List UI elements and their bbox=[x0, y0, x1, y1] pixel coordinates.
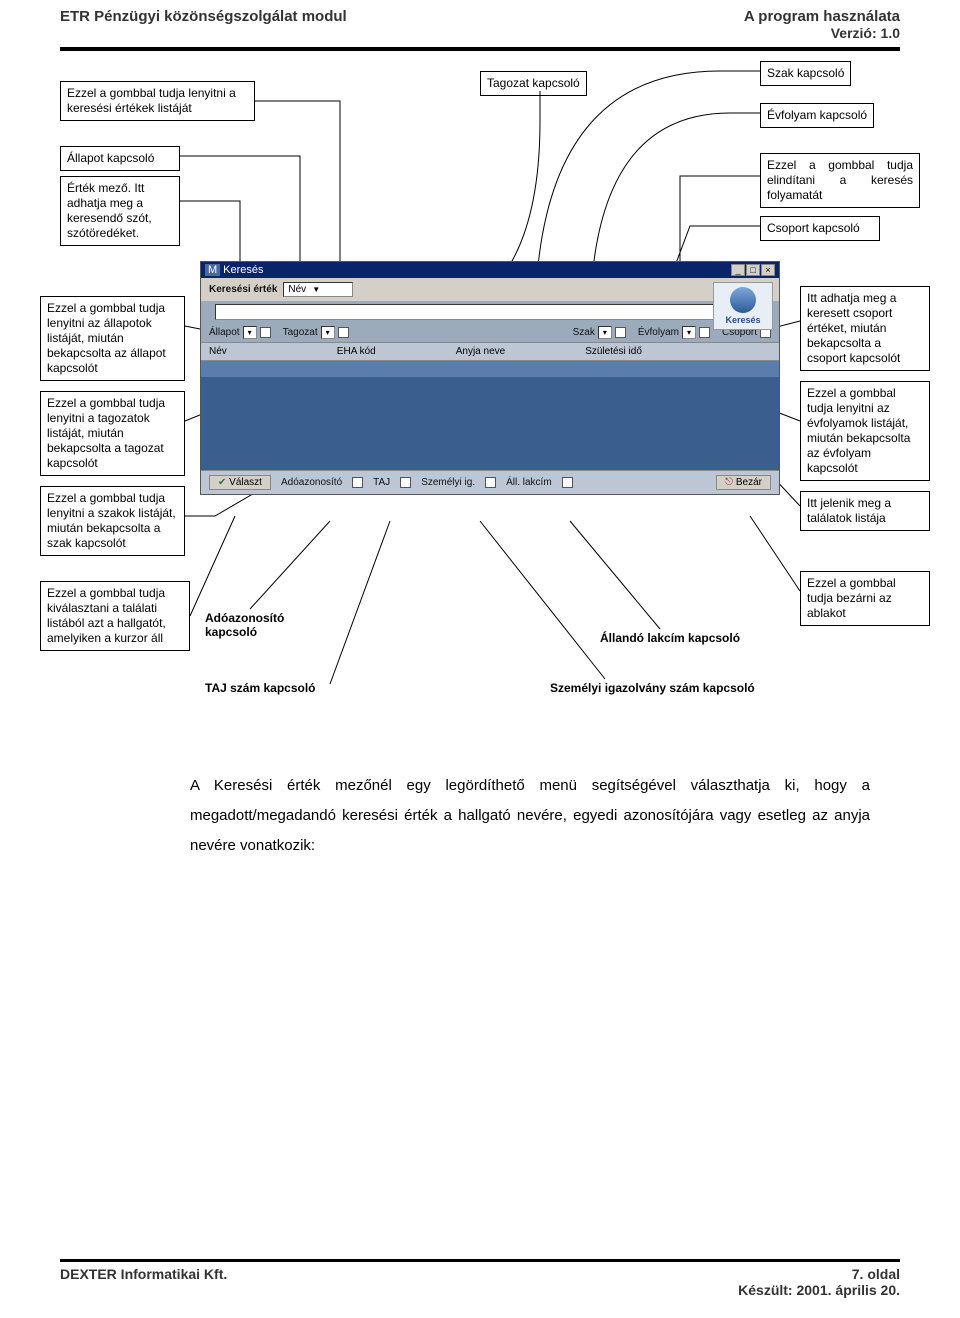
body-paragraph: A Keresési érték mezőnél egy legördíthet… bbox=[190, 771, 870, 861]
callout-csoport-ertek: Itt adhatja meg a keresett csoport érték… bbox=[800, 286, 930, 371]
footer-date: Készült: 2001. április 20. bbox=[738, 1282, 900, 1298]
szemelyi-checkbox[interactable] bbox=[485, 477, 496, 488]
bezar-button[interactable]: ⎋ Bezár bbox=[716, 475, 771, 490]
results-table-header: Név EHA kód Anyja neve Születési idő bbox=[201, 342, 779, 361]
search-value-dropdown[interactable]: Név ▼ bbox=[283, 282, 353, 297]
callout-ertekek-list: Ezzel a gombbal tudja lenyitni a keresés… bbox=[60, 81, 255, 121]
callout-szakok-list: Ezzel a gombbal tudja lenyitni a szakok … bbox=[40, 486, 185, 556]
callout-tagozat: Tagozat kapcsoló bbox=[480, 71, 587, 96]
allapot-dropdown[interactable]: ▾ bbox=[243, 326, 257, 339]
tagozat-checkbox[interactable] bbox=[338, 327, 349, 338]
search-window: MKeresés _ □ × Keresési érték Név ▼ Kere… bbox=[200, 261, 780, 495]
col-eha: EHA kód bbox=[337, 346, 376, 357]
chevron-down-icon: ▼ bbox=[312, 285, 320, 294]
minimize-icon[interactable]: _ bbox=[731, 264, 745, 276]
callout-allapotok-list: Ezzel a gombbal tudja lenyitni az állapo… bbox=[40, 296, 185, 381]
search-value-row: Keresési érték Név ▼ bbox=[201, 278, 779, 301]
callout-talalatok: Itt jelenik meg a találatok listája bbox=[800, 491, 930, 531]
window-title: MKeresés bbox=[205, 264, 264, 276]
kereses-logo: Keresés bbox=[713, 282, 773, 330]
lakcim-checkbox[interactable] bbox=[562, 477, 573, 488]
footer-page: 7. oldal bbox=[738, 1266, 900, 1282]
label-taj: TAJ szám kapcsoló bbox=[205, 681, 315, 695]
allapot-checkbox[interactable] bbox=[260, 327, 271, 338]
szak-checkbox[interactable] bbox=[615, 327, 626, 338]
callout-szak: Szak kapcsoló bbox=[760, 61, 851, 86]
callout-bezarni: Ezzel a gombbal tudja bezárni az ablakot bbox=[800, 571, 930, 626]
page-footer: DEXTER Informatikai Kft. 7. oldal Készül… bbox=[60, 1259, 900, 1298]
col-anyja: Anyja neve bbox=[456, 346, 505, 357]
header-version: Verzió: 1.0 bbox=[744, 25, 900, 41]
tagozat-dropdown[interactable]: ▾ bbox=[321, 326, 335, 339]
header-rule bbox=[60, 47, 900, 51]
col-szul: Születési idő bbox=[585, 346, 642, 357]
callout-csoport-kapcsolo: Csoport kapcsoló bbox=[760, 216, 880, 241]
header-title-right: A program használata bbox=[744, 8, 900, 25]
window-titlebar: MKeresés _ □ × bbox=[201, 262, 779, 278]
close-icon[interactable]: × bbox=[761, 264, 775, 276]
filter-row: Keres Keresés bbox=[201, 301, 779, 323]
page-header: ETR Pénzügyi közönségszolgálat modul A p… bbox=[0, 0, 960, 45]
label-adoazonosito: Adóazonosító kapcsoló bbox=[205, 611, 305, 639]
evfolyam-dropdown[interactable]: ▾ bbox=[682, 326, 696, 339]
taj-checkbox[interactable] bbox=[400, 477, 411, 488]
header-left: ETR Pénzügyi közönségszolgálat modul bbox=[60, 8, 347, 41]
diagram-area: Tagozat kapcsoló Szak kapcsoló Évfolyam … bbox=[40, 61, 940, 761]
maximize-icon[interactable]: □ bbox=[746, 264, 760, 276]
label-szemelyi: Személyi igazolvány szám kapcsoló bbox=[550, 681, 755, 695]
col-nev: Név bbox=[209, 346, 227, 357]
adoazonosito-checkbox[interactable] bbox=[352, 477, 363, 488]
callout-evfolyamok-list: Ezzel a gombbal tudja lenyitni az évfoly… bbox=[800, 381, 930, 481]
label-allando-lakcim: Állandó lakcím kapcsoló bbox=[600, 631, 740, 645]
results-table-body bbox=[201, 361, 779, 471]
callout-ertek-mezo: Érték mező. Itt adhatja meg a keresendő … bbox=[60, 176, 180, 246]
bottom-button-row: ✔ Választ Adóazonosító TAJ Személyi ig. … bbox=[201, 471, 779, 494]
szak-dropdown[interactable]: ▾ bbox=[598, 326, 612, 339]
callout-kivalaszt: Ezzel a gombbal tudja kiválasztani a tal… bbox=[40, 581, 190, 651]
callout-allapot-kapcsolo: Állapot kapcsoló bbox=[60, 146, 180, 171]
valaszt-button[interactable]: ✔ Választ bbox=[209, 475, 271, 490]
evfolyam-checkbox[interactable] bbox=[699, 327, 710, 338]
keresesi-ertek-label: Keresési érték bbox=[209, 284, 277, 295]
filter-checkbox-row: Állapot ▾ Tagozat ▾ Szak ▾ Évfolyam ▾ bbox=[201, 323, 779, 342]
footer-left: DEXTER Informatikai Kft. bbox=[60, 1266, 227, 1298]
search-input[interactable] bbox=[215, 304, 717, 320]
callout-tagozatok-list: Ezzel a gombbal tudja lenyitni a tagozat… bbox=[40, 391, 185, 476]
callout-evfolyam: Évfolyam kapcsoló bbox=[760, 103, 874, 128]
callout-elinditani: Ezzel a gombbal tudja elindítani a keres… bbox=[760, 153, 920, 208]
